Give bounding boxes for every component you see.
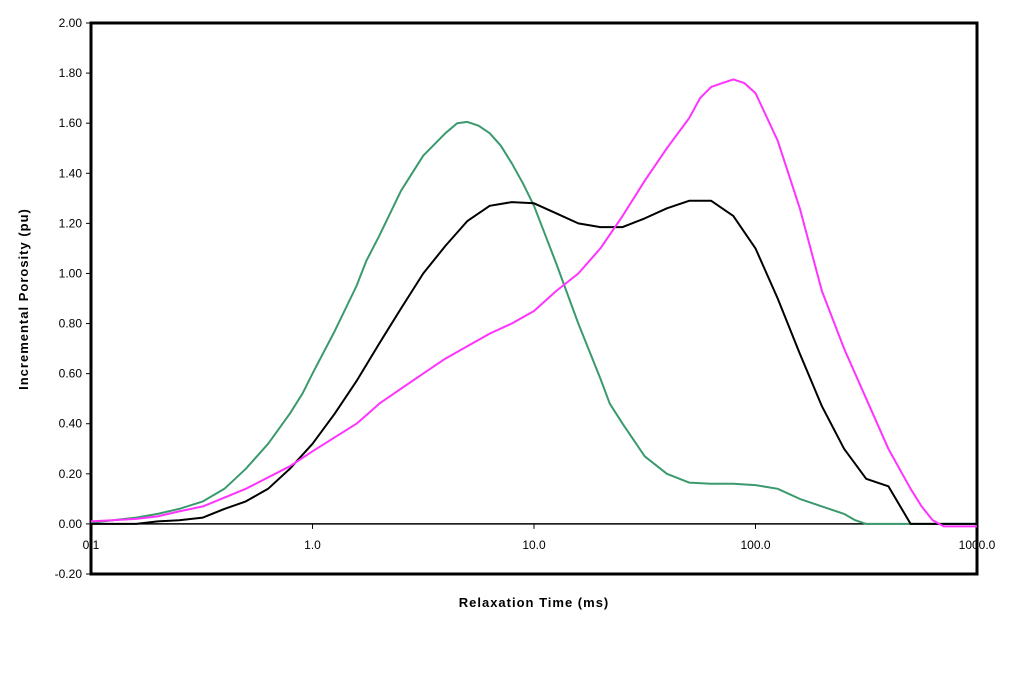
x-axis: 0.1 1.0 10.0 100.0 1000.0 (83, 523, 996, 552)
y-axis-title: Incremental Porosity (pu) (16, 208, 31, 390)
y-tick-label: 0.40 (59, 417, 83, 431)
y-tick-label: 0.60 (59, 367, 83, 381)
y-axis: -0.20 0.00 0.20 0.40 0.60 0.80 1.00 1.20 1.40 1.6… (55, 16, 91, 581)
x-axis-title: Relaxation Time (ms) (459, 595, 610, 610)
y-tick-label: 2.00 (59, 16, 83, 30)
x-tick-label: 1000.0 (959, 538, 996, 552)
x-tick-label: 0.1 (83, 538, 100, 552)
y-tick-label: 1.40 (59, 166, 83, 180)
series-line-2 (91, 199, 977, 525)
plot-area-frame (89, 21, 979, 576)
y-tick-label: 1.00 (59, 266, 83, 280)
y-tick-label: 0.80 (59, 317, 83, 331)
series-line-3 (90, 78, 977, 528)
y-tick-label: 0.20 (59, 467, 83, 481)
y-tick-label: 1.20 (59, 216, 83, 230)
y-tick-label: -0.20 (55, 567, 83, 581)
series-layer (90, 78, 977, 528)
x-tick-label: 1.0 (304, 538, 321, 552)
x-tick-label: 100.0 (740, 538, 770, 552)
y-tick-label: 0.00 (59, 517, 83, 531)
series-line-1 (90, 120, 977, 525)
x-tick-label: 10.0 (522, 538, 546, 552)
y-tick-label: 1.60 (59, 116, 83, 130)
y-tick-label: 1.80 (59, 66, 83, 80)
